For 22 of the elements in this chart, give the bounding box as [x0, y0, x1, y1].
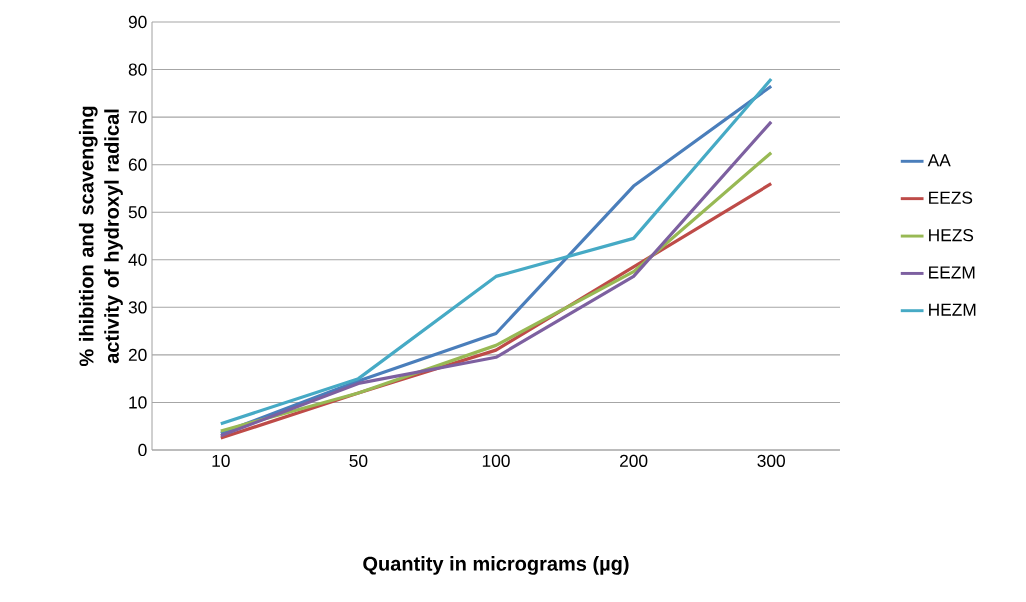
legend-label: HEZM: [929, 303, 976, 316]
x-axis-title: Quantity in micrograms (µg): [363, 556, 629, 575]
y-tick-label: 20: [128, 348, 147, 362]
legend-label: EEZM: [929, 266, 975, 279]
y-axis-title: % ihibition and scavenging activity of hydroxyl radical: [78, 106, 123, 367]
y-tick-label: 70: [128, 110, 147, 124]
y-tick-label: 50: [128, 206, 147, 219]
y-tick-label: 40: [128, 253, 147, 266]
x-tick-label: 300: [757, 454, 785, 467]
x-tick-label: 200: [620, 454, 648, 467]
legend-label: AA: [927, 154, 951, 167]
y-tick-label: 10: [129, 396, 147, 409]
legend-label: EEZS: [929, 191, 973, 204]
y-tick-label: 80: [128, 63, 147, 76]
x-tick-label: 10: [212, 454, 230, 467]
y-tick-label: 30: [128, 301, 147, 314]
x-tick-label: 100: [482, 454, 510, 467]
x-tick-label: 50: [349, 454, 368, 467]
legend-label: HEZS: [929, 229, 974, 242]
y-tick-label: 0: [138, 443, 147, 457]
y-tick-label: 60: [128, 158, 147, 171]
y-tick-label: 90: [128, 15, 147, 29]
